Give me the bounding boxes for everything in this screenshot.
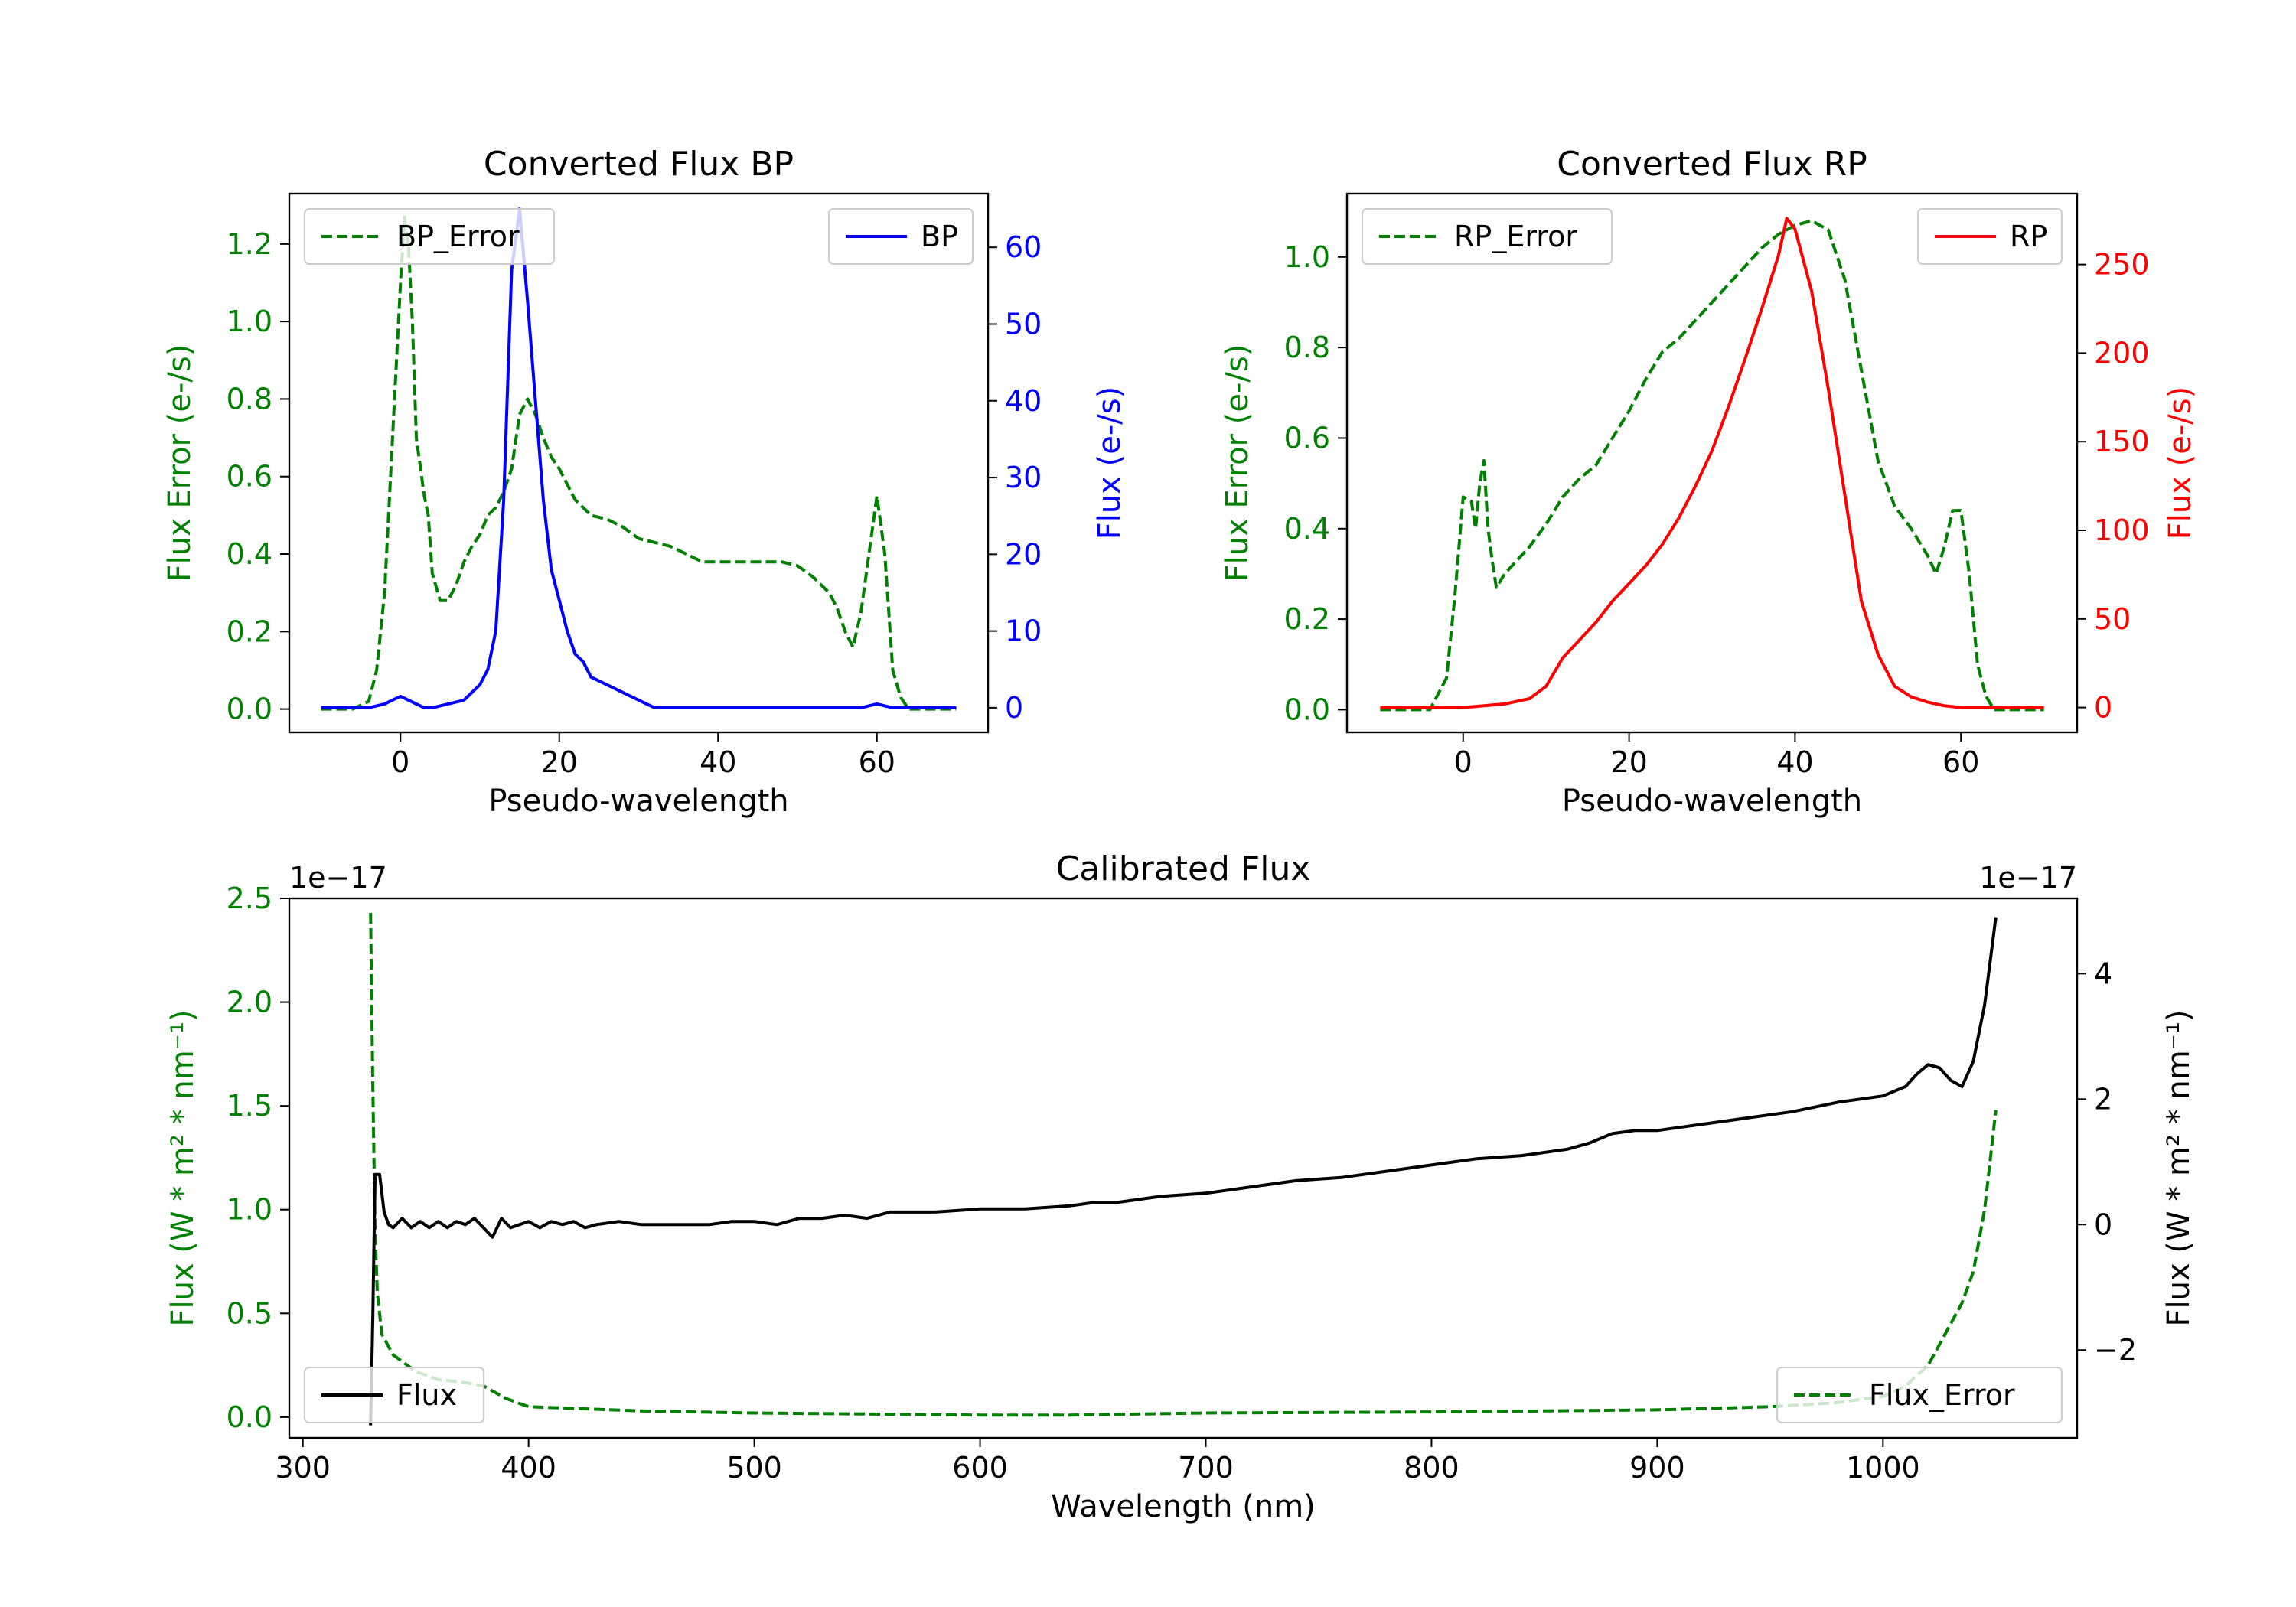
y-right-axis-label: Flux (W * m² * nm⁻¹) bbox=[2161, 1010, 2197, 1327]
x-tick-label: 400 bbox=[501, 1451, 556, 1485]
y-right-tick-label: 200 bbox=[2094, 336, 2150, 370]
y-right-tick-label: −2 bbox=[2094, 1333, 2137, 1367]
axes-frame bbox=[1345, 192, 2079, 734]
legend-box bbox=[304, 208, 555, 265]
y-left-tick-label: 0.0 bbox=[1284, 693, 1330, 726]
series-line-flux bbox=[369, 917, 1998, 1426]
y-right-tick-label: 0 bbox=[2094, 1208, 2112, 1241]
y-left-tick-label: 1.2 bbox=[227, 227, 272, 261]
legend-rp: RP bbox=[1917, 208, 2063, 265]
legend-flux-error: Flux_Error bbox=[1776, 1367, 2063, 1423]
y-right-tick-label: 40 bbox=[1005, 384, 1042, 418]
y-left-tick-label: 0.2 bbox=[227, 614, 272, 648]
y-right-tick-label: 4 bbox=[2094, 957, 2112, 990]
x-tick-label: 0 bbox=[1454, 745, 1473, 779]
x-tick-label: 60 bbox=[1942, 745, 1979, 779]
legend-bp-error: BP_Error bbox=[304, 208, 555, 265]
legend-label: Flux_Error bbox=[1869, 1378, 2015, 1412]
x-axis-label: Wavelength (nm) bbox=[1051, 1489, 1316, 1524]
x-tick-label: 1000 bbox=[1846, 1451, 1920, 1485]
panel-converted-flux-rp: 0 20 40 60 0.0 0.2 0.4 0.6 0.8 1.0 0 50 100 150 200 250… bbox=[1220, 145, 2198, 819]
y-left-tick-label: 1.0 bbox=[227, 1193, 272, 1227]
panel-converted-flux-bp: 0 20 40 60 0.0 0.2 0.4 0.6 0.8 1.0 1.2 0 10 20 30 40 50 6… bbox=[162, 145, 1127, 819]
x-tick-label: 20 bbox=[1610, 745, 1647, 779]
x-tick-label: 800 bbox=[1404, 1451, 1459, 1485]
y-right-tick-label: 0 bbox=[1005, 691, 1023, 725]
y-left-tick-label: 0.4 bbox=[227, 537, 272, 571]
y-left-tick-label: 2.5 bbox=[227, 882, 272, 915]
y-right-tick-label: 60 bbox=[1005, 230, 1042, 264]
legend-rp-error: RP_Error bbox=[1362, 208, 1613, 265]
legend-box bbox=[1776, 1367, 2063, 1423]
legend-label: RP_Error bbox=[1454, 220, 1577, 253]
x-tick-label: 300 bbox=[275, 1451, 331, 1485]
legend-bp: BP bbox=[828, 208, 974, 265]
legend-flux: Flux bbox=[304, 1367, 484, 1423]
y-left-tick-label: 1.5 bbox=[227, 1089, 272, 1123]
axes-frame bbox=[288, 192, 990, 734]
series-line-rp-error bbox=[1380, 219, 2044, 712]
x-axis-label: Pseudo-wavelength bbox=[488, 784, 788, 819]
y-left-tick-label: 0.6 bbox=[227, 460, 272, 494]
y-right-axis-label: Flux (e-/s) bbox=[1092, 386, 1127, 539]
legend-box bbox=[1362, 208, 1613, 265]
chart-title: Converted Flux BP bbox=[484, 145, 794, 184]
x-tick-label: 40 bbox=[700, 745, 736, 779]
y-right-tick-label: 2 bbox=[2094, 1082, 2112, 1116]
x-tick-label: 60 bbox=[859, 745, 895, 779]
y-right-tick-label: 50 bbox=[1005, 307, 1042, 341]
y-right-tick-label: 0 bbox=[2094, 691, 2112, 725]
y-right-tick-label: 10 bbox=[1005, 614, 1042, 648]
chart-title: Converted Flux RP bbox=[1557, 145, 1867, 184]
y-right-tick-label: 50 bbox=[2094, 602, 2131, 636]
x-tick-label: 40 bbox=[1776, 745, 1813, 779]
x-tick-label: 500 bbox=[726, 1451, 782, 1485]
y-left-tick-label: 2.0 bbox=[227, 986, 272, 1019]
y-right-tick-label: 30 bbox=[1005, 461, 1042, 494]
x-tick-label: 700 bbox=[1178, 1451, 1234, 1485]
x-tick-label: 600 bbox=[952, 1451, 1008, 1485]
y-left-axis-label: Flux (W * m² * nm⁻¹) bbox=[165, 1010, 201, 1327]
x-axis-label: Pseudo-wavelength bbox=[1562, 784, 1862, 819]
y-left-tick-label: 0.8 bbox=[227, 382, 272, 416]
legend-box bbox=[304, 1367, 484, 1423]
y-left-tick-label: 0.0 bbox=[227, 693, 272, 726]
series-line-bp bbox=[321, 207, 957, 709]
y-left-tick-label: 0.5 bbox=[227, 1296, 272, 1330]
y-left-tick-label: 0.2 bbox=[1284, 602, 1330, 636]
y-left-tick-label: 0.6 bbox=[1284, 421, 1330, 455]
y-left-axis-label: Flux Error (e-/s) bbox=[162, 344, 197, 582]
y-left-tick-label: 0.4 bbox=[1284, 512, 1330, 546]
y-right-offset-label: 1e−17 bbox=[1979, 861, 2077, 895]
y-right-tick-label: 100 bbox=[2094, 513, 2150, 547]
series-line-bp-error bbox=[321, 215, 957, 711]
series-line-rp bbox=[1380, 217, 2044, 709]
legend-label: BP bbox=[921, 220, 958, 253]
x-tick-label: 20 bbox=[541, 745, 578, 779]
y-right-tick-label: 20 bbox=[1005, 537, 1042, 571]
y-left-tick-label: 0.0 bbox=[227, 1400, 272, 1434]
y-right-tick-label: 250 bbox=[2094, 248, 2150, 282]
chart-title: Calibrated Flux bbox=[1056, 849, 1311, 888]
y-left-axis-label: Flux Error (e-/s) bbox=[1220, 344, 1255, 582]
x-tick-label: 0 bbox=[391, 745, 409, 779]
x-tick-label: 900 bbox=[1629, 1451, 1685, 1485]
legend-label: Flux bbox=[396, 1378, 457, 1412]
legend-label: BP_Error bbox=[396, 220, 520, 253]
series-line-flux-error bbox=[369, 912, 1998, 1417]
panel-calibrated-flux: 300 400 500 600 700 800 900 1000 0.0 0.5 1.0 1.5 2.0… bbox=[165, 849, 2197, 1524]
y-left-offset-label: 1e−17 bbox=[289, 861, 387, 895]
y-right-tick-label: 150 bbox=[2094, 425, 2150, 458]
y-left-tick-label: 1.0 bbox=[227, 305, 272, 338]
axes-frame bbox=[288, 897, 2079, 1439]
y-left-tick-label: 0.8 bbox=[1284, 331, 1330, 364]
y-left-tick-label: 1.0 bbox=[1284, 240, 1330, 274]
legend-label: RP bbox=[2010, 220, 2047, 253]
y-right-axis-label: Flux (e-/s) bbox=[2163, 386, 2198, 539]
